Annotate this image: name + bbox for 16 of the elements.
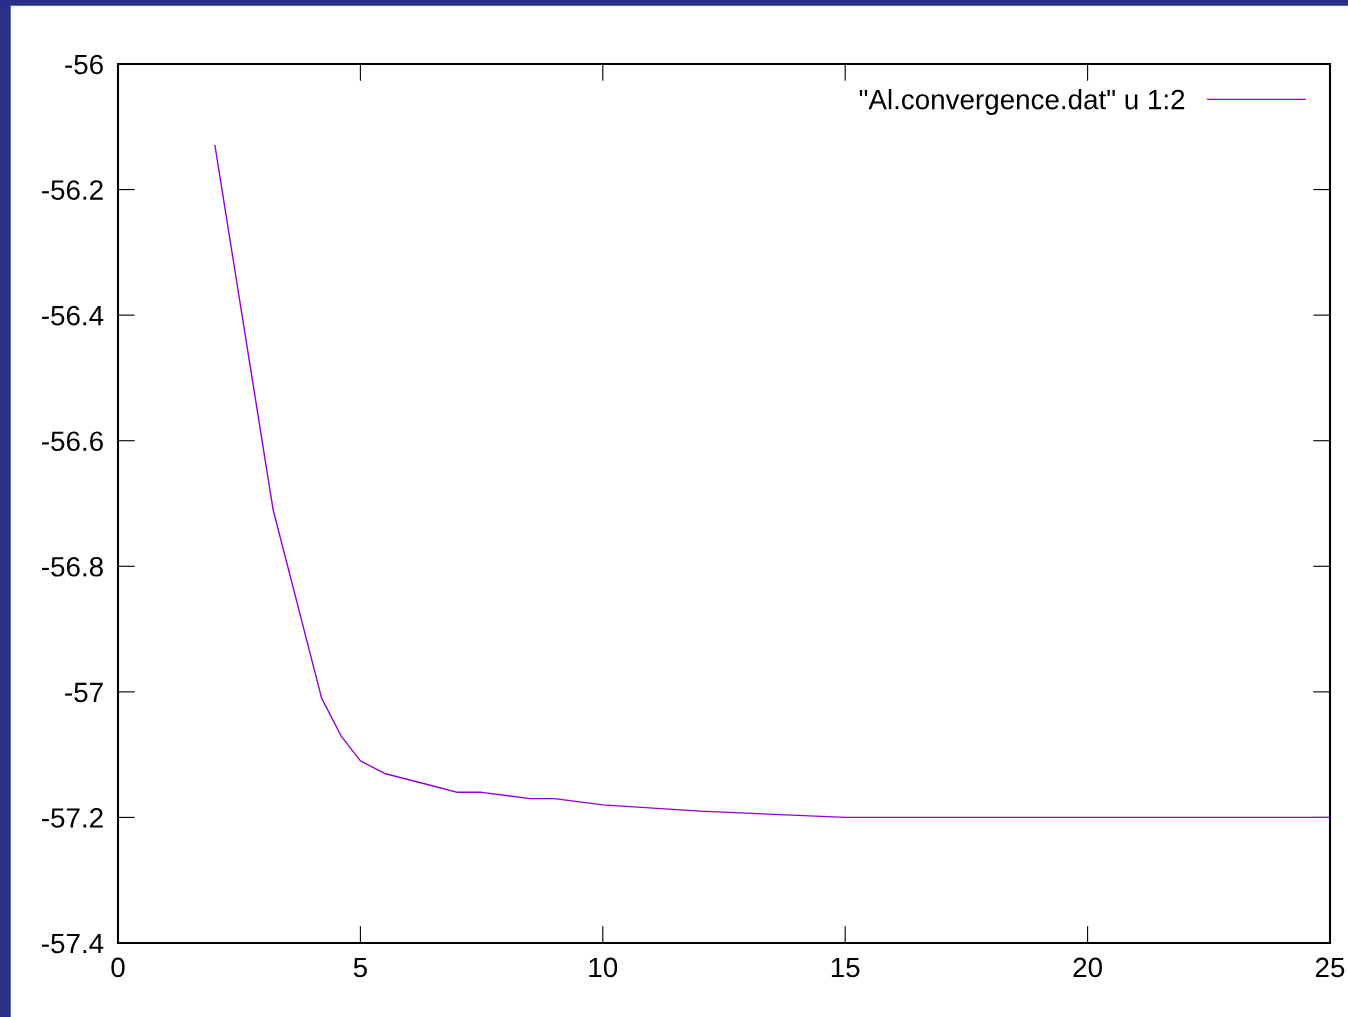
y-tick-label: -57.2 bbox=[42, 808, 103, 828]
line-series bbox=[214, 144, 1330, 819]
y-tick-label: -57.4 bbox=[42, 933, 104, 954]
y-tick-label: -56 bbox=[65, 54, 103, 75]
y-tick-label: -56.4 bbox=[42, 305, 104, 326]
x-tick-label: 10 bbox=[589, 957, 618, 978]
y-tick-label: -56.8 bbox=[42, 556, 103, 577]
x-tick-label: 5 bbox=[353, 957, 367, 978]
y-tick-label: -57 bbox=[65, 682, 103, 703]
x-tick-label: 15 bbox=[831, 957, 860, 978]
x-tick-label: 25 bbox=[1315, 957, 1345, 978]
y-tick-label: -56.2 bbox=[42, 180, 103, 200]
x-tick-label: 0 bbox=[111, 957, 125, 978]
y-tick-label: -56.6 bbox=[42, 431, 103, 452]
legend-label: "Al.convergence.dat" u 1:2 bbox=[859, 89, 1185, 115]
x-tick-label: 20 bbox=[1073, 957, 1102, 978]
